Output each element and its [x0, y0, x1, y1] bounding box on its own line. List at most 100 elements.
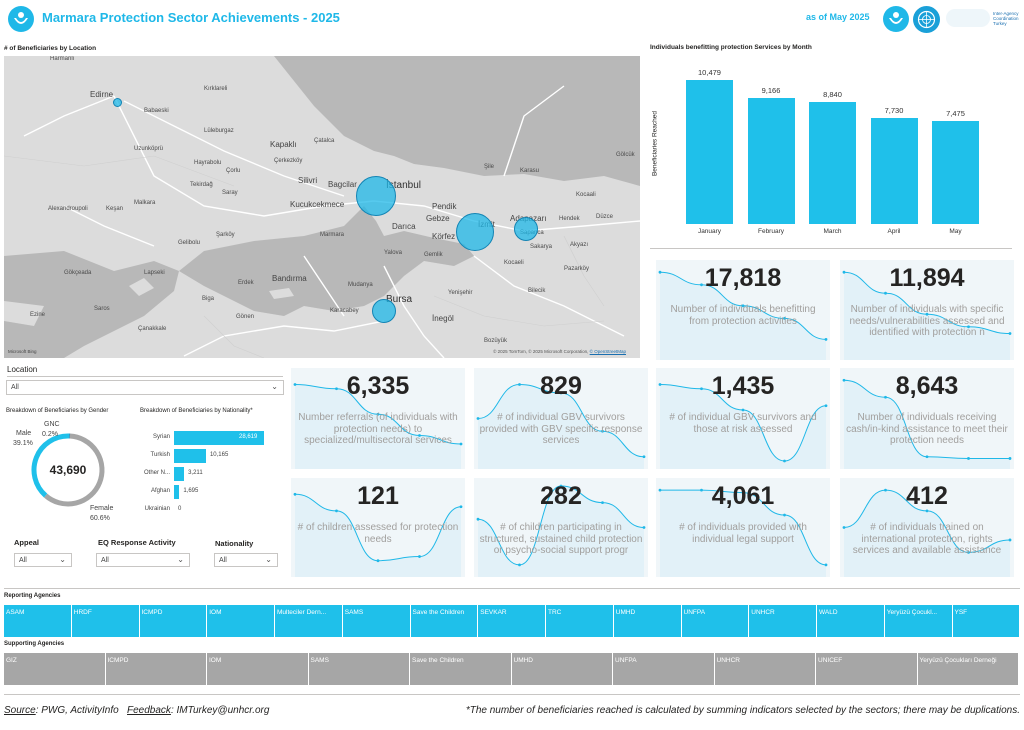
supporting-agency-tile[interactable]: UNHCR: [714, 653, 816, 685]
donut-female-slice[interactable]: [43, 433, 105, 507]
map-place-ezine: Ezine: [30, 312, 46, 318]
kpi-sparkline-point: [559, 391, 563, 395]
map-place-bandirma: Bandırma: [272, 274, 307, 283]
map-place-corlu: Çorlu: [226, 168, 241, 174]
map-place-saros: Saros: [94, 306, 110, 312]
reporting-agency-tile[interactable]: UMHD: [613, 605, 682, 637]
reporting-agency-tile[interactable]: ICMPD: [139, 605, 208, 637]
reporting-agency-tile[interactable]: YSF: [952, 605, 1021, 637]
supporting-agencies-list: GIZ ICMPD IOM SAMS Save the Children UMHD UNFP…: [4, 653, 1019, 685]
appeal-dropdown-value: All: [19, 557, 27, 564]
bar-january[interactable]: [686, 79, 733, 224]
nationality-bar[interactable]: [174, 449, 206, 463]
monthly-chart-ylabel: Beneficiaries Reached: [651, 110, 659, 177]
supporting-agency-tile[interactable]: Yeryüzü Çocukları Derneği: [917, 653, 1019, 685]
map-place-harmanli: Harmanli: [50, 56, 75, 62]
kpi-card[interactable]: 8,643 Number of individuals receiving cas…: [840, 368, 1014, 469]
nationality-dropdown[interactable]: All ⌄: [214, 553, 278, 567]
kpi-card[interactable]: 11,894 Number of individuals with specifi…: [840, 260, 1014, 360]
supporting-agency-tile[interactable]: SAMS: [308, 653, 410, 685]
bubble-kocaeli[interactable]: [456, 213, 494, 251]
supporting-agencies-title: Supporting Agencies: [4, 641, 65, 647]
reporting-agency-tile[interactable]: TRC: [546, 605, 614, 637]
kpi-sparkline-point: [1008, 538, 1012, 542]
map-place-saray: Saray: [222, 190, 238, 196]
supporting-agency-tile[interactable]: UNFPA: [613, 653, 715, 685]
monthly-chart-ylabel-wrap: Beneficiaries Reached: [648, 100, 662, 190]
header: Marmara Protection Sector Achievements -…: [0, 0, 1024, 38]
eq-dropdown[interactable]: All ⌄: [96, 553, 190, 567]
kpi-sparkline-point: [376, 559, 380, 563]
reporting-agency-tile[interactable]: IOM: [207, 605, 275, 637]
kpi-value: 829: [540, 372, 582, 400]
map-place-kucukcekmece: Kucukcekmece: [290, 200, 345, 209]
location-label-underline: [7, 376, 283, 377]
kpi-sparkline-point: [842, 270, 846, 274]
nationality-bar[interactable]: [174, 431, 264, 445]
kpi-label: # of individual GBV survivors and those …: [669, 412, 817, 435]
reporting-agency-tile[interactable]: UNFPA: [681, 605, 750, 637]
kpi-sparkline-point: [518, 563, 521, 567]
kpi-sparkline-point: [459, 505, 463, 509]
location-dropdown-value: All: [11, 384, 19, 391]
reporting-agency-tile[interactable]: SAMS: [342, 605, 411, 637]
bar-may[interactable]: [932, 121, 979, 224]
supporting-agency-tile[interactable]: UMHD: [511, 653, 613, 685]
kpi-card[interactable]: 121 # of children assessed for protection…: [291, 478, 465, 577]
nationality-bar[interactable]: [174, 467, 185, 481]
kpi-sparkline: [842, 270, 1012, 360]
bar-february[interactable]: [747, 98, 795, 224]
kpi-sparkline-point: [459, 442, 463, 446]
supporting-agency-tile[interactable]: ICMPD: [105, 653, 207, 685]
reporting-agency-tile[interactable]: ASAM: [4, 605, 72, 637]
kpi-sparkline-point: [783, 459, 786, 463]
kpi-sparkline-area: [660, 490, 826, 577]
female-label: Female: [90, 505, 114, 512]
feedback-text[interactable]: : IMTurkey@unhcr.org: [170, 705, 270, 716]
kpi-card[interactable]: 829 # of individual GBV survivors provide…: [474, 368, 648, 469]
gender-title: Breakdown of Beneficiaries by Gender: [6, 408, 109, 414]
kpi-card[interactable]: 6,335 Number referrals (of individuals wi…: [291, 368, 465, 469]
kpi-card[interactable]: 412 # of individuals trained on internati…: [840, 478, 1014, 577]
supporting-agency-tile[interactable]: Save the Children: [410, 653, 512, 685]
nationality-value: 28,619: [239, 434, 258, 440]
location-dropdown[interactable]: All ⌄: [6, 380, 284, 395]
un-logo-icon: [913, 6, 940, 33]
bar-april[interactable]: [870, 117, 918, 224]
supporting-agency-tile[interactable]: GIZ: [4, 653, 106, 685]
map-place-kesan: Keşan: [106, 206, 124, 212]
bubble-istanbul[interactable]: [356, 176, 396, 216]
bar-march[interactable]: [809, 102, 856, 224]
gender-donut[interactable]: [30, 432, 106, 508]
reporting-agency-tile[interactable]: SEVKAR: [478, 605, 546, 637]
bubble-sakarya[interactable]: [514, 217, 538, 241]
supporting-agency-tile[interactable]: IOM: [207, 653, 309, 685]
kpi-card[interactable]: 1,435 # of individual GBV survivors and t…: [656, 368, 830, 469]
kpi-card[interactable]: 282 # of children participating in struct…: [474, 478, 648, 577]
bubble-bursa[interactable]: [372, 299, 396, 323]
map-place-hayrabolu: Hayrabolu: [194, 160, 222, 166]
bar-category-label: January: [697, 228, 722, 235]
map-place-sakarya: Sakarya: [530, 244, 553, 250]
reporting-agency-tile[interactable]: Multeciler Dern...: [275, 605, 343, 637]
beneficiaries-map[interactable]: Harmanli Edirne Kırklareli Babaeski Lüle…: [4, 56, 640, 358]
reporting-agency-tile[interactable]: Save the Children: [410, 605, 479, 637]
kpi-card[interactable]: 17,818 Number of individuals benefitting …: [656, 260, 830, 360]
nationality-bar[interactable]: [174, 485, 180, 499]
kpi-sparkline-line: [843, 379, 1010, 459]
supporting-agency-tile[interactable]: UNICEF: [816, 653, 918, 685]
reporting-agency-tile[interactable]: WALD: [817, 605, 885, 637]
kpi-sparkline-point: [925, 455, 929, 459]
bubble-edirne[interactable]: [113, 98, 122, 107]
openstreetmap-link[interactable]: © OpenStreetMap: [589, 349, 626, 354]
reporting-agency-tile[interactable]: Yeryüzü Çocukl...: [884, 605, 953, 637]
kpi-sparkline-point: [476, 517, 480, 521]
appeal-dropdown[interactable]: All ⌄: [14, 553, 72, 567]
kpi-card[interactable]: 4,061 # of individuals provided with indi…: [656, 478, 830, 577]
reporting-agency-tile[interactable]: HRDF: [71, 605, 140, 637]
kpi-value: 6,335: [346, 372, 410, 400]
donut-male-slice[interactable]: [31, 433, 70, 498]
reporting-agency-tile[interactable]: UNHCR: [749, 605, 817, 637]
map-place-yalova: Yalova: [384, 250, 402, 256]
divider: [650, 248, 1012, 249]
